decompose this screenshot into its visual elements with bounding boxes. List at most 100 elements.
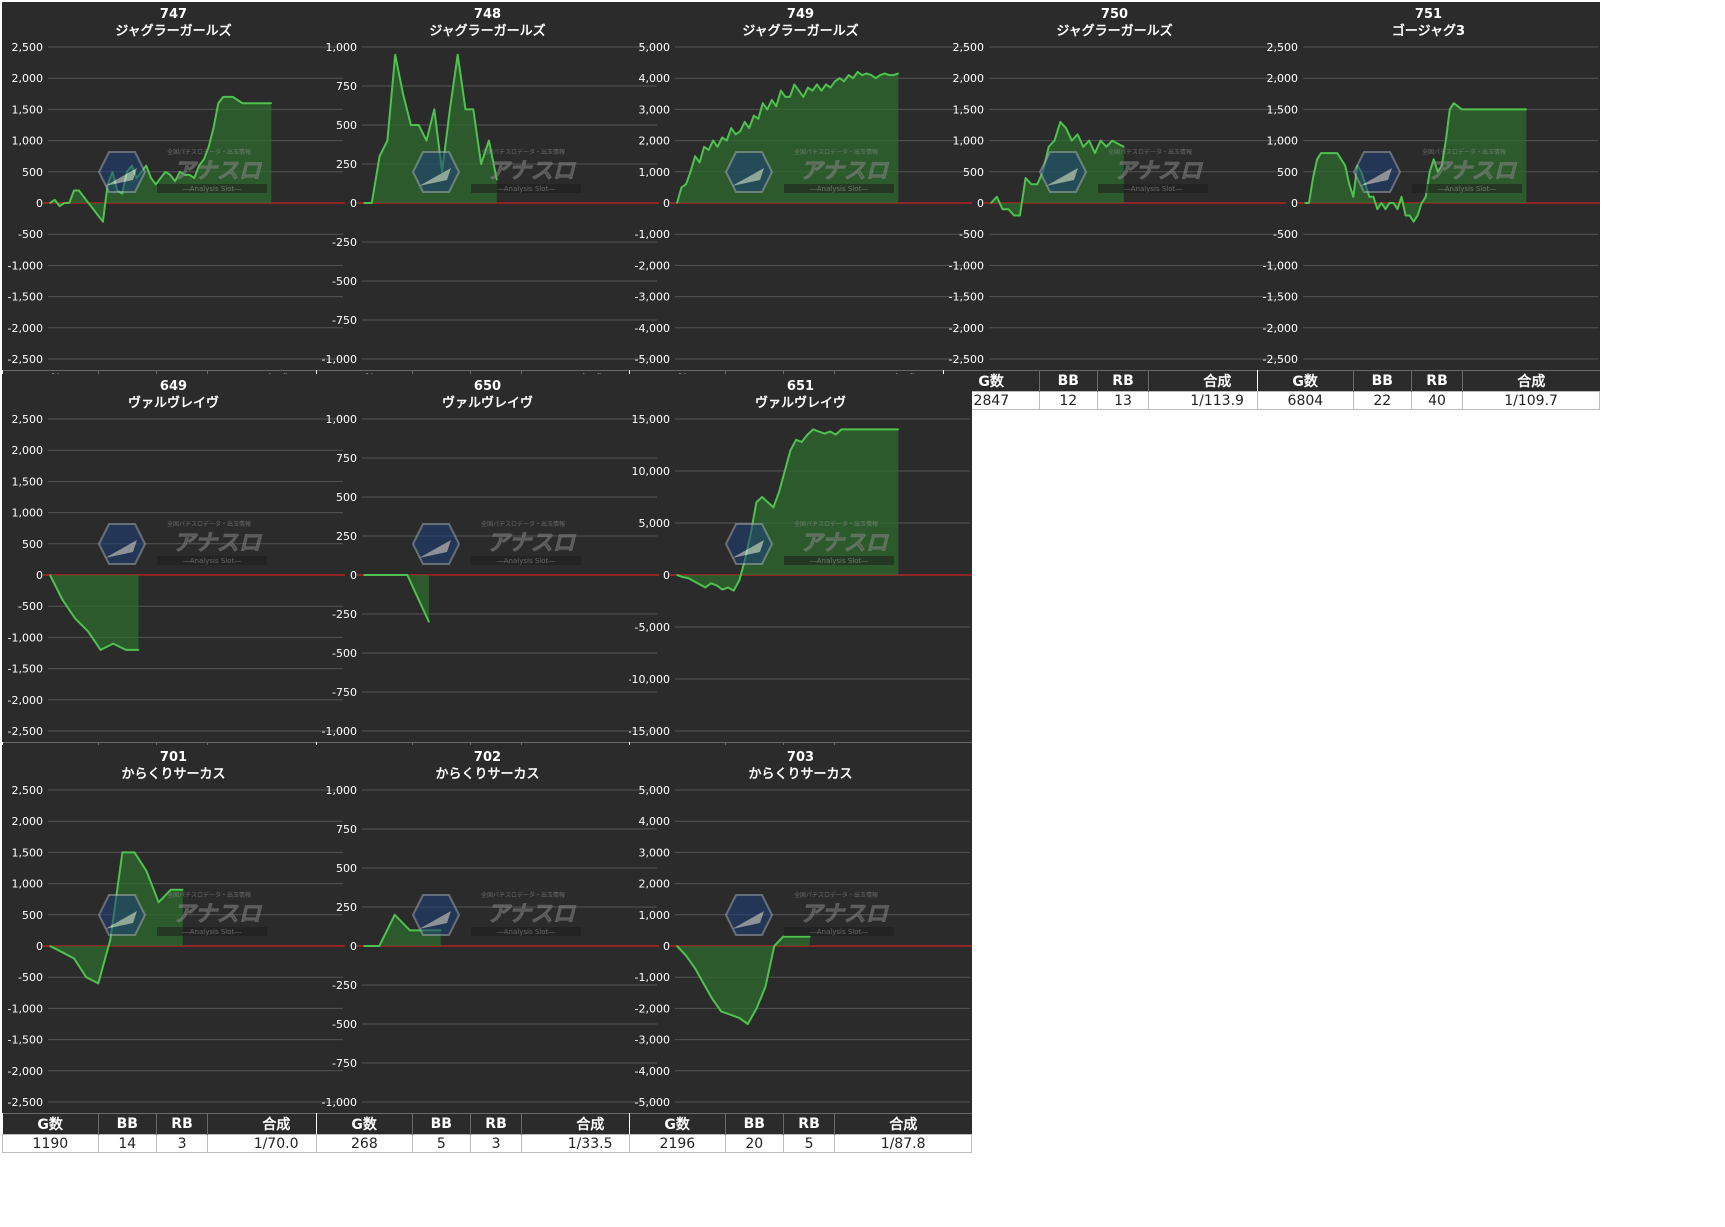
chart-area: 651 ヴァルヴレイヴ 15,000 10,000 5,000 0 -5,000 -10,00… bbox=[629, 374, 972, 742]
logo-hexagon-icon bbox=[411, 894, 461, 936]
y-tick-label: 750 bbox=[336, 452, 357, 465]
machine-panel-651: 651 ヴァルヴレイヴ 15,000 10,000 5,000 0 -5,000 -10,00… bbox=[629, 374, 972, 782]
watermark-sub-band bbox=[784, 556, 894, 565]
y-tick-label: 1,000 bbox=[326, 784, 358, 797]
data-point bbox=[863, 428, 865, 431]
data-point bbox=[861, 74, 863, 76]
data-point bbox=[789, 96, 791, 98]
data-point bbox=[417, 124, 420, 126]
y-tick-label: -3,000 bbox=[635, 291, 670, 304]
y-tick-label: -4,000 bbox=[635, 1065, 670, 1078]
data-point bbox=[145, 870, 148, 872]
machine-title: からくりサーカス bbox=[435, 767, 540, 782]
logo-hexagon-icon bbox=[97, 523, 147, 565]
y-tick-label: 1,000 bbox=[639, 166, 671, 179]
series-line bbox=[364, 574, 430, 623]
y-tick-label: 500 bbox=[336, 862, 357, 875]
y-tick-label: 5,000 bbox=[639, 517, 671, 530]
y-tick-label: 0 bbox=[977, 197, 984, 210]
watermark-sub-band bbox=[784, 184, 894, 193]
data-point bbox=[251, 102, 253, 104]
data-point bbox=[996, 196, 998, 198]
y-tick-label: -500 bbox=[18, 971, 43, 984]
data-point bbox=[217, 102, 220, 104]
machine-panel-701: 701 からくりサーカス 2,500 2,000 1,500 1,000 500 0 -500 -… bbox=[2, 745, 345, 1153]
data-point bbox=[730, 127, 732, 129]
data-point bbox=[145, 164, 147, 167]
data-point bbox=[99, 649, 102, 651]
data-point bbox=[747, 1023, 749, 1025]
series-line bbox=[676, 935, 810, 1025]
data-point bbox=[378, 945, 381, 947]
machine-number: 703 bbox=[786, 750, 815, 765]
watermark-main-text: アナスロ bbox=[487, 902, 577, 927]
data-point bbox=[97, 214, 99, 217]
logo-hexagon-icon bbox=[724, 151, 774, 193]
data-point bbox=[1388, 202, 1391, 204]
data-point bbox=[1348, 183, 1351, 186]
y-tick-label: 5,000 bbox=[639, 41, 671, 54]
watermark-sub-band bbox=[471, 927, 581, 936]
data-point bbox=[681, 576, 684, 578]
stats-table: G数 BB RB 合成 2196 20 5 1/87.8 bbox=[629, 1113, 972, 1153]
data-point bbox=[74, 617, 77, 620]
data-point bbox=[1473, 108, 1475, 111]
data-point bbox=[61, 599, 64, 601]
data-point bbox=[698, 583, 701, 586]
watermark-top-text: 全国パチスロデータ・出玉情報 bbox=[794, 520, 878, 528]
chart-area: 701 からくりサーカス 2,500 2,000 1,500 1,000 500 0 -500 -… bbox=[2, 745, 345, 1113]
data-point bbox=[784, 470, 786, 472]
y-tick-label: 0 bbox=[36, 569, 43, 582]
panel-header: 701 からくりサーカス bbox=[2, 749, 345, 783]
data-point bbox=[1076, 133, 1079, 136]
watermark-main-text: アナスロ bbox=[800, 531, 890, 556]
watermark-sub-text: ―Analysis Slot― bbox=[497, 557, 555, 565]
y-tick-label: -15,000 bbox=[629, 725, 670, 738]
data-point bbox=[1053, 139, 1056, 142]
data-point bbox=[1332, 152, 1334, 154]
machine-panel-702: 702 からくりサーカス 1,000 750 500 250 0 -250 -500 -750 -1… bbox=[316, 745, 659, 1153]
y-tick-label: 500 bbox=[336, 491, 357, 504]
stats-header-combined: 合成 bbox=[834, 1113, 972, 1135]
y-tick-label: -1,000 bbox=[8, 631, 43, 644]
stats-value-combined: 1/33.5 bbox=[521, 1134, 659, 1153]
stats-table: G数 BB RB 合成 6804 22 40 1/109.7 bbox=[1257, 370, 1600, 410]
data-point bbox=[711, 998, 714, 1000]
data-point bbox=[676, 202, 678, 204]
data-point bbox=[212, 127, 215, 129]
data-point bbox=[807, 86, 809, 89]
data-point bbox=[1376, 208, 1379, 210]
data-point bbox=[270, 102, 273, 104]
data-point bbox=[816, 83, 818, 86]
difference-chart: 2,500 2,000 1,500 1,000 500 0 -500 -1,000 -1,500… bbox=[8, 413, 345, 738]
data-point bbox=[702, 982, 705, 985]
y-tick-label: 0 bbox=[350, 940, 357, 953]
series-area bbox=[50, 575, 139, 650]
data-point bbox=[207, 146, 210, 148]
stats-value-combined: 1/109.7 bbox=[1462, 391, 1600, 410]
machine-panel-749: 749 ジャグラーガールズ 5,000 4,000 3,000 2,000 1,000 0 -1… bbox=[629, 2, 972, 410]
data-point bbox=[829, 430, 831, 433]
data-point bbox=[109, 939, 112, 941]
data-point bbox=[169, 174, 171, 176]
data-point bbox=[846, 428, 848, 431]
data-point bbox=[795, 439, 797, 441]
watermark-main-text: アナスロ bbox=[800, 159, 890, 184]
y-tick-label: 1,500 bbox=[1267, 103, 1299, 116]
y-tick-label: 0 bbox=[663, 197, 670, 210]
data-point bbox=[874, 77, 877, 79]
data-point bbox=[363, 202, 365, 204]
data-point bbox=[891, 428, 894, 431]
data-point bbox=[1123, 146, 1125, 148]
y-tick-label: 500 bbox=[22, 909, 43, 922]
data-point bbox=[721, 136, 723, 139]
logo-arrow-icon bbox=[105, 911, 137, 929]
y-tick-label: 750 bbox=[336, 823, 357, 836]
chart-area: 750 ジャグラーガールズ 2,500 2,000 1,500 1,000 500 0 -500… bbox=[943, 2, 1286, 370]
data-point bbox=[198, 164, 200, 167]
data-point bbox=[840, 428, 843, 431]
data-point bbox=[164, 171, 167, 173]
stats-value-combined: 1/113.9 bbox=[1148, 391, 1286, 410]
data-point bbox=[472, 108, 475, 111]
stats-header-rb: RB bbox=[1411, 370, 1464, 392]
